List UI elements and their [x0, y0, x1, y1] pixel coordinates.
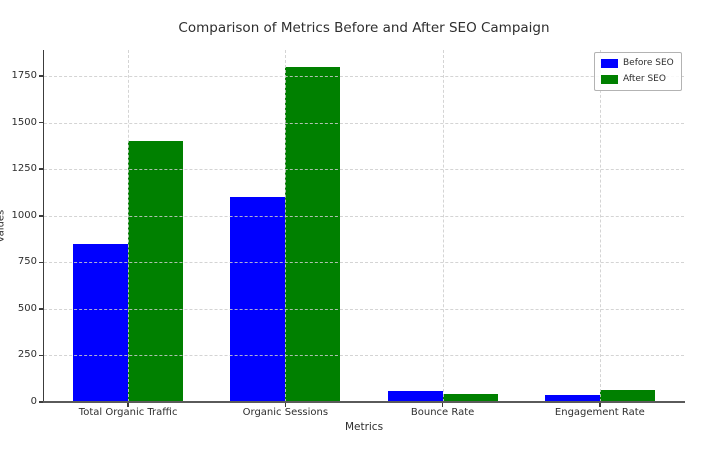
- xtick-mark-total-organic-traffic: [127, 403, 129, 407]
- ytick-label-1250: 1250: [11, 163, 37, 175]
- ytick-label-750: 750: [17, 256, 37, 268]
- legend-label-after-seo: After SEO: [623, 74, 666, 84]
- plot-area: [44, 50, 684, 402]
- xtick-label-organic-sessions: Organic Sessions: [242, 407, 329, 418]
- ytick-mark-1000: [39, 215, 43, 217]
- legend: Before SEO After SEO: [594, 52, 682, 91]
- bar-before-seo-engagement-rate: [544, 394, 600, 402]
- xtick-mark-organic-sessions: [284, 403, 287, 407]
- ytick-mark-0: [39, 401, 43, 403]
- gridline-y-500: [44, 308, 684, 310]
- bar-after-seo-organic-sessions: [285, 66, 341, 402]
- ytick-mark-250: [39, 354, 43, 357]
- gridline-y-1000: [44, 215, 684, 217]
- legend-swatch-before-seo: [601, 59, 618, 68]
- ytick-mark-500: [39, 308, 43, 310]
- xtick-label-bounce-rate: Bounce Rate: [410, 407, 475, 418]
- gridline-y-1500: [44, 122, 684, 124]
- bar-after-seo-total-organic-traffic: [128, 141, 184, 402]
- xtick-mark-engagement-rate: [599, 403, 601, 407]
- x-axis-spine: [42, 401, 685, 403]
- ytick-mark-1750: [39, 75, 43, 77]
- x-axis-label: Metrics: [344, 421, 384, 433]
- gridline-x-organic-sessions: [285, 50, 287, 402]
- bar-before-seo-organic-sessions: [230, 197, 286, 402]
- y-axis-label: values: [0, 209, 7, 243]
- bar-before-seo-total-organic-traffic: [73, 243, 129, 402]
- legend-item-after-seo: After SEO: [601, 73, 674, 86]
- ytick-mark-1500: [39, 121, 43, 124]
- ytick-mark-1250: [39, 168, 43, 170]
- gridline-y-1250: [44, 169, 684, 171]
- bar-after-seo-engagement-rate: [599, 389, 655, 402]
- legend-swatch-after-seo: [601, 75, 618, 84]
- gridline-x-total-organic-traffic: [128, 50, 130, 402]
- gridline-x-bounce-rate: [442, 50, 444, 402]
- ytick-mark-750: [39, 261, 43, 264]
- bar-before-seo-bounce-rate: [387, 390, 443, 402]
- gridline-y-750: [44, 262, 684, 264]
- bar-after-seo-bounce-rate: [442, 393, 498, 402]
- ytick-label-1750: 1750: [11, 70, 37, 82]
- legend-item-before-seo: Before SEO: [601, 57, 674, 70]
- ytick-label-250: 250: [17, 349, 37, 361]
- y-axis-spine: [42, 50, 44, 403]
- ytick-label-0: 0: [30, 396, 37, 407]
- ytick-label-1500: 1500: [11, 116, 37, 128]
- ytick-label-1000: 1000: [11, 209, 37, 221]
- legend-label-before-seo: Before SEO: [623, 58, 674, 68]
- gridline-y-1750: [44, 76, 684, 78]
- gridline-x-engagement-rate: [599, 50, 601, 402]
- xtick-label-engagement-rate: Engagement Rate: [554, 407, 645, 418]
- xtick-mark-bounce-rate: [441, 403, 444, 407]
- ytick-label-500: 500: [17, 302, 37, 314]
- xtick-label-total-organic-traffic: Total Organic Traffic: [78, 407, 178, 418]
- chart-title: Comparison of Metrics Before and After S…: [178, 20, 550, 36]
- gridline-y-250: [44, 355, 684, 357]
